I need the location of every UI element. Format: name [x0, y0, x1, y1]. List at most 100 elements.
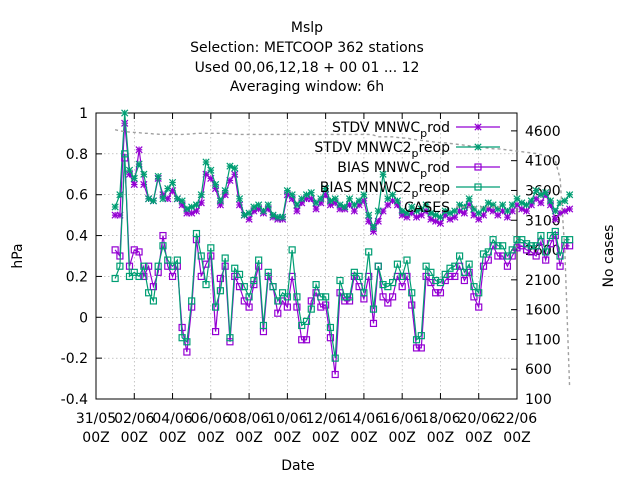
data-point-stroke [551, 207, 559, 215]
data-point [350, 201, 358, 209]
data-point [460, 276, 468, 285]
data-point [336, 276, 344, 285]
x-tick-label: 20/06 [459, 411, 499, 427]
data-point-stroke [513, 195, 521, 203]
y-tick-label: 0.8 [66, 147, 88, 163]
legend-label-sub: p [420, 167, 427, 180]
data-point [393, 197, 402, 205]
data-point [408, 289, 416, 297]
data-point [216, 274, 224, 283]
data-point-stroke [479, 205, 488, 213]
data-point-stroke [542, 189, 550, 197]
data-point [432, 276, 440, 285]
data-point-stroke [527, 197, 535, 205]
data-point [322, 293, 330, 301]
data-point [283, 303, 291, 311]
data-point [417, 332, 425, 340]
data-point [388, 191, 397, 199]
data-point [288, 191, 296, 199]
data-point [274, 297, 282, 305]
data-point [288, 246, 296, 254]
data-point [355, 272, 363, 281]
data-point-stroke [216, 197, 225, 205]
data-point [345, 293, 354, 301]
data-point [436, 278, 445, 287]
data-point [264, 201, 272, 209]
data-point-stroke [432, 211, 440, 219]
data-point [221, 187, 229, 195]
data-point-stroke [489, 201, 497, 209]
data-point [197, 191, 205, 199]
data-point [154, 262, 162, 270]
data-point [532, 252, 540, 260]
data-point [422, 201, 430, 209]
data-point [278, 213, 287, 221]
data-point [135, 248, 143, 256]
data-point [341, 293, 349, 301]
data-point [259, 321, 268, 330]
data-point-stroke [474, 123, 482, 131]
data-point [474, 183, 482, 191]
data-point [125, 272, 134, 281]
legend-label: STDV MNWCprod [332, 120, 450, 140]
data-point [345, 297, 354, 305]
data-point [503, 262, 512, 270]
legend-label-sub: p [412, 147, 419, 160]
x-tick-label: 06/06 [191, 411, 231, 427]
data-point [130, 174, 138, 182]
data-point [216, 287, 224, 295]
data-point [202, 281, 210, 289]
legend-label-base: BIAS MNWC [337, 160, 420, 176]
data-point [489, 236, 497, 244]
data-point [369, 223, 378, 232]
data-point [513, 236, 521, 244]
data-point-stroke [245, 215, 253, 223]
data-point [542, 189, 550, 197]
data-point [551, 207, 559, 215]
title-line: Used 00,06,12,18 + 00 01 ... 12 [195, 60, 420, 76]
data-point [331, 195, 339, 203]
data-point [130, 246, 138, 254]
data-point [474, 163, 482, 171]
data-point-stroke [403, 209, 411, 217]
data-point [479, 250, 488, 258]
data-point [149, 297, 158, 305]
data-point-stroke [460, 209, 468, 217]
data-point [245, 209, 253, 217]
data-point [475, 303, 483, 311]
data-point-stroke [192, 207, 201, 215]
data-point [178, 334, 186, 342]
data-point [135, 160, 143, 168]
data-point [446, 264, 454, 272]
title-line: Selection: METCOOP 362 stations [190, 40, 424, 56]
x-tick-label: 22/06 [497, 411, 537, 427]
x-tick-label: 04/06 [152, 411, 192, 427]
data-point-stroke [546, 197, 555, 205]
data-point [374, 262, 382, 270]
data-point-stroke [522, 207, 531, 215]
data-point [140, 170, 148, 178]
data-point [417, 344, 425, 352]
data-point [513, 244, 521, 252]
data-point-stroke [121, 109, 129, 117]
data-point [389, 278, 397, 287]
data-point [216, 197, 225, 205]
data-point [499, 252, 507, 260]
data-point-stroke [259, 207, 268, 215]
data-point [159, 231, 167, 240]
data-point-stroke [264, 201, 272, 209]
data-point [369, 305, 378, 313]
data-point [451, 262, 459, 270]
data-point [422, 262, 430, 270]
data-point [331, 370, 339, 379]
legend-label-base: BIAS MNWC2 [320, 180, 412, 196]
data-point [484, 256, 492, 264]
data-point-stroke [566, 191, 574, 199]
series-stdv-mnwc-prod [111, 119, 574, 236]
data-point-stroke [479, 211, 488, 219]
data-point [522, 240, 531, 248]
data-point-stroke [283, 187, 291, 195]
data-point-stroke [393, 197, 402, 205]
legend-label-base: CASES [404, 200, 450, 216]
